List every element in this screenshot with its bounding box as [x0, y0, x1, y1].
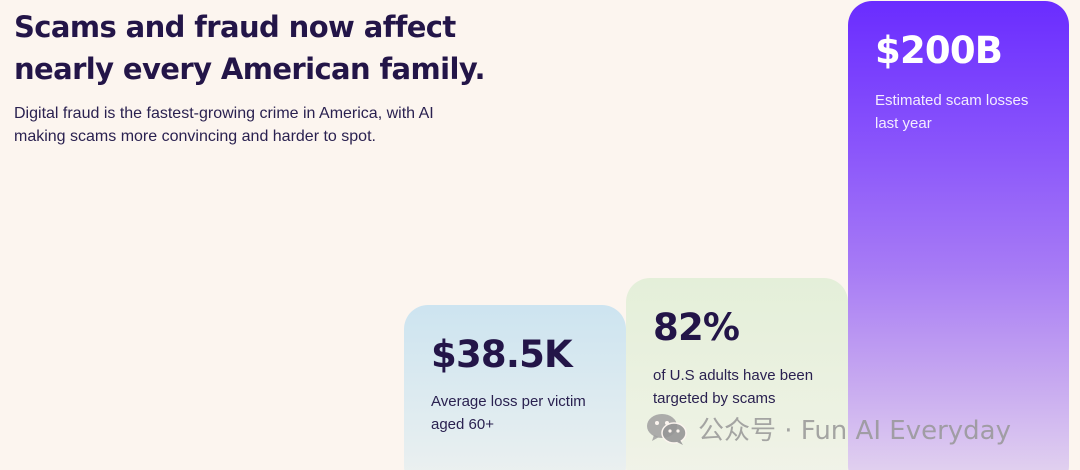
stat-value: 82% — [653, 306, 740, 349]
stat-value: $200B — [875, 29, 1003, 72]
subtext: Digital fraud is the fastest-growing cri… — [14, 102, 484, 148]
stat-caption-line-2: last year — [875, 115, 932, 132]
stat-caption-line-1: Average loss per victim — [431, 393, 586, 410]
watermark: 公众号 · Fun AI Everyday — [646, 410, 1011, 447]
headline-line-2: nearly every American family. — [14, 52, 485, 86]
stat-value: $38.5K — [431, 333, 573, 376]
subtext-line-2: making scams more convincing and harder … — [14, 128, 376, 145]
headline-line-1: Scams and fraud now affect — [14, 10, 456, 44]
stat-card-average-loss: $38.5K Average loss per victim aged 60+ — [404, 305, 626, 470]
stat-caption-line-2: aged 60+ — [431, 416, 494, 433]
watermark-text: 公众号 · Fun AI Everyday — [698, 416, 1011, 446]
stat-caption-line-1: of U.S adults have been — [653, 367, 814, 384]
stat-caption: Average loss per victim aged 60+ — [431, 390, 611, 436]
stat-caption-line-2: targeted by scams — [653, 390, 776, 407]
stat-card-targeted-adults: 82% of U.S adults have been targeted by … — [626, 278, 848, 470]
stat-caption: Estimated scam losses last year — [875, 89, 1055, 135]
stat-caption-line-1: Estimated scam losses — [875, 92, 1029, 109]
stat-caption: of U.S adults have been targeted by scam… — [653, 364, 833, 410]
headline: Scams and fraud now affect nearly every … — [14, 6, 534, 90]
wechat-icon — [647, 413, 687, 445]
subtext-line-1: Digital fraud is the fastest-growing cri… — [14, 105, 434, 122]
stat-card-total-losses: $200B Estimated scam losses last year — [848, 1, 1069, 470]
